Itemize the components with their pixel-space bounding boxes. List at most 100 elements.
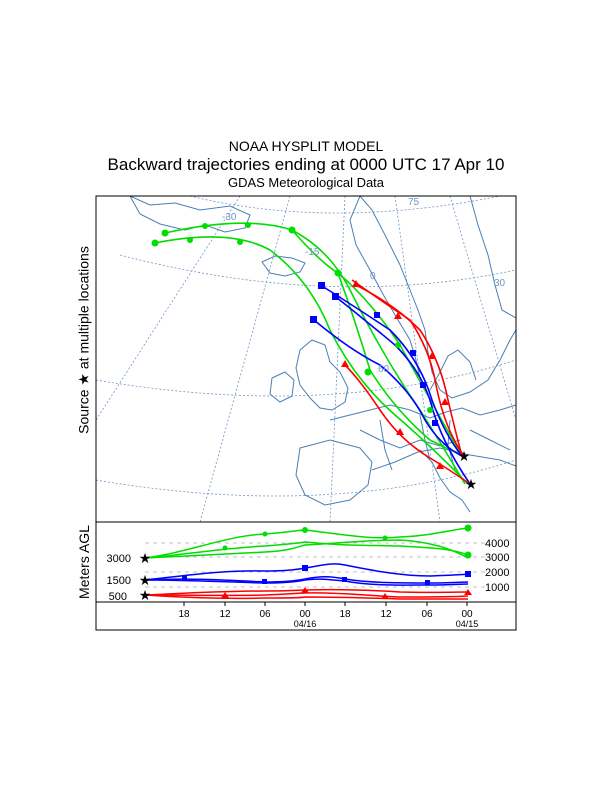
green-marker — [334, 269, 342, 277]
time-tick-label: 00 — [461, 609, 473, 620]
start-star-icon: ★ — [139, 572, 152, 588]
blue-trajectory-1 — [321, 285, 463, 457]
green-height-marker — [302, 527, 308, 533]
red-trajectory-3 — [351, 279, 465, 457]
green-height-marker — [464, 551, 472, 559]
red-height-marker — [381, 593, 389, 599]
latitude-line-75 — [189, 196, 501, 214]
latitude-line-30 — [96, 459, 516, 497]
graticule-label: 60 — [378, 364, 390, 375]
right-axis-labels: 4000 3000 2000 1000 — [485, 538, 509, 594]
red-height-marker — [464, 589, 472, 595]
green-height-3 — [144, 539, 469, 559]
blue-height-3 — [144, 578, 469, 586]
british-isles-coast — [295, 339, 349, 411]
ireland-coast — [269, 371, 295, 403]
data-source-title: GDAS Meteorological Data — [227, 175, 385, 190]
red-height-marker — [301, 587, 309, 593]
graticule-label: -30 — [222, 212, 237, 223]
red-marker — [396, 428, 404, 435]
iceland-coast — [261, 255, 306, 277]
green-marker — [288, 226, 296, 234]
graticule-label: 30 — [494, 278, 506, 289]
blue-trajectory-2 — [313, 319, 463, 457]
time-axis-frame — [95, 601, 517, 631]
green-trajectory-2 — [154, 236, 469, 485]
blue-marker — [310, 316, 317, 323]
time-tick-marks — [183, 602, 468, 606]
time-tick-label: 00 — [299, 609, 311, 620]
blue-height-marker — [262, 579, 267, 584]
red-marker — [394, 312, 402, 319]
meridian-line-1 — [96, 196, 241, 421]
mediterranean-coast — [371, 447, 516, 471]
start-star-icon: ★ — [139, 550, 152, 566]
red-marker — [341, 360, 349, 367]
time-tick-label: 12 — [219, 609, 231, 620]
green-height-marker — [464, 524, 472, 532]
left-level-labels: 3000 1500 500 — [107, 553, 131, 603]
border-2 — [379, 419, 393, 471]
blue-height-1 — [144, 563, 469, 581]
meridian-line-3 — [329, 196, 346, 522]
time-tick-label: 18 — [339, 609, 351, 620]
red-height-3 — [144, 594, 468, 600]
green-marker — [237, 239, 243, 245]
latitude-line-60 — [119, 254, 516, 288]
blue-height-marker — [465, 571, 471, 577]
date-label: 04/16 — [294, 619, 317, 629]
green-marker — [427, 407, 433, 413]
time-tick-label: 12 — [380, 609, 392, 620]
right-axis-label: 3000 — [485, 552, 509, 564]
red-marker — [352, 280, 360, 287]
blue-trajectory-3 — [335, 296, 471, 485]
graticule-labels: -30 75 -15 0 30 60 — [222, 197, 506, 375]
blue-marker — [432, 420, 438, 426]
red-height-marker — [221, 592, 229, 598]
continent-coast — [329, 404, 516, 421]
source-star-icon: ★ — [458, 448, 471, 464]
blue-marker — [318, 282, 325, 289]
right-axis-label: 2000 — [485, 567, 509, 579]
blue-marker — [332, 293, 339, 300]
green-height-2 — [144, 541, 469, 559]
green-height-marker — [222, 545, 228, 551]
time-tick-labels: 18 12 06 00 18 12 06 00 04/16 04/15 — [178, 609, 478, 629]
green-marker — [161, 229, 169, 237]
latitude-line-45 — [96, 359, 516, 397]
meridian-line-5 — [449, 196, 516, 421]
red-marker — [428, 352, 436, 359]
green-marker — [187, 237, 193, 243]
iberia-coast — [295, 439, 373, 506]
green-marker — [202, 223, 208, 229]
level-label: 3000 — [107, 553, 131, 565]
blue-height-marker — [342, 577, 347, 582]
right-axis-label: 4000 — [485, 538, 509, 550]
green-trajectory-4 — [337, 272, 465, 457]
green-height-marker — [262, 531, 268, 537]
red-marker — [436, 462, 444, 469]
green-height-marker — [382, 535, 388, 541]
baltic-coast — [429, 349, 477, 391]
trajectory-markers: ★ ★ — [151, 222, 478, 492]
green-marker — [151, 239, 159, 247]
greenland-coast — [129, 196, 251, 233]
meridian-line-2 — [199, 196, 291, 522]
blue-height-marker — [425, 580, 430, 585]
date-label: 04/15 — [456, 619, 479, 629]
level-label: 500 — [109, 591, 127, 603]
blue-marker — [410, 350, 416, 356]
time-tick-label: 06 — [259, 609, 271, 620]
profile-area — [144, 524, 485, 600]
time-tick-label: 18 — [178, 609, 190, 620]
time-tick-label: 06 — [421, 609, 433, 620]
finland-coast — [469, 196, 516, 319]
graticule-label: 75 — [408, 197, 420, 208]
blue-height-marker — [302, 565, 308, 571]
source-star-icon: ★ — [465, 476, 478, 492]
border-3 — [419, 414, 431, 461]
map-graticule — [96, 196, 516, 522]
green-marker — [245, 222, 251, 228]
blue-height-marker — [182, 576, 187, 581]
